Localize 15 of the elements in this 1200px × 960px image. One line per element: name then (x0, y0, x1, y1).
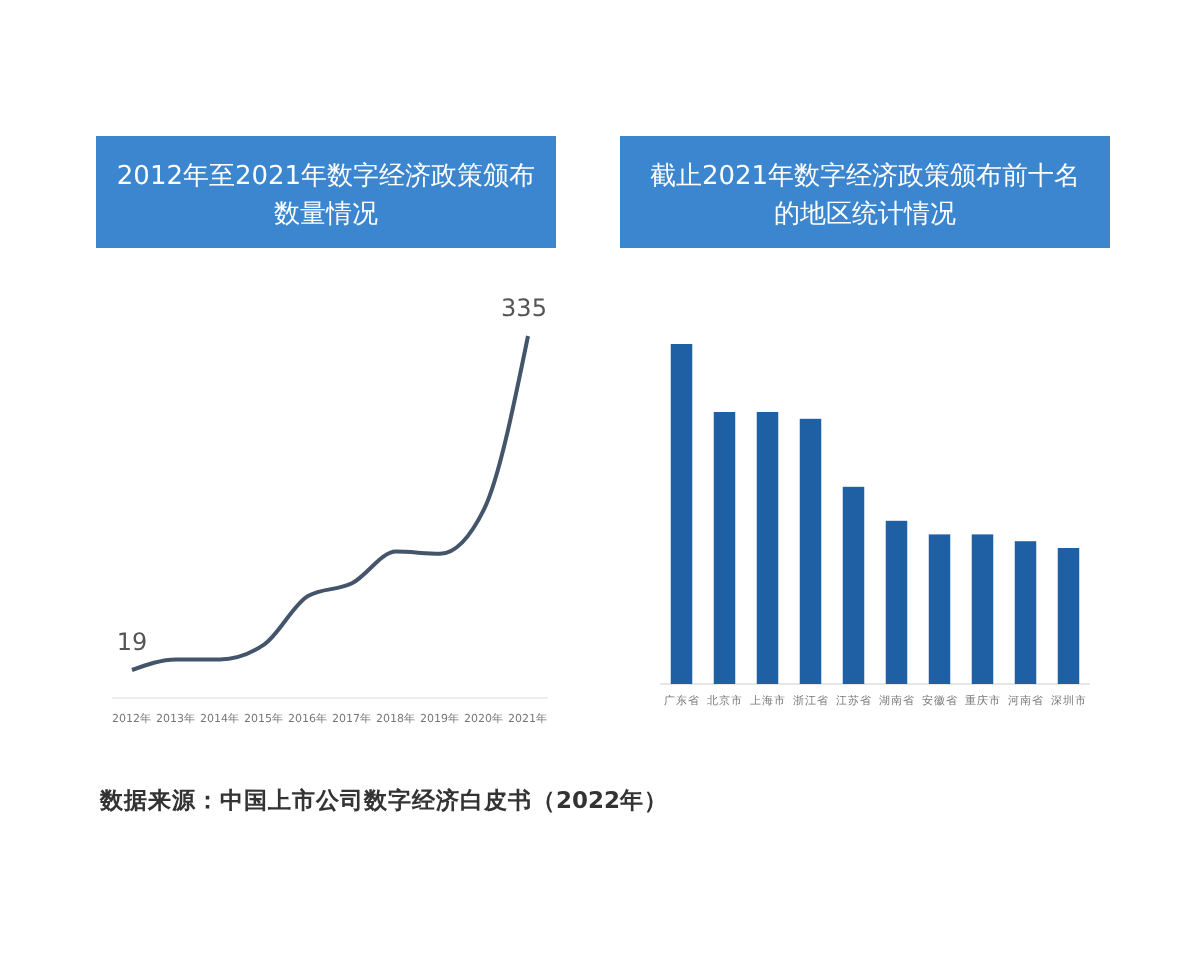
data-label: 19 (116, 628, 148, 656)
data-label: 335 (501, 294, 547, 322)
source-note: 数据来源：中国上市公司数字经济白皮书（2022年） (98, 786, 669, 814)
bar (799, 418, 822, 684)
chart-title: 2012年至2021年数字经济政策颁布数量情况 (116, 160, 536, 230)
bar (885, 520, 908, 684)
chart-title: 截止2021年数字经济政策颁布前十名的地区统计情况 (649, 160, 1081, 230)
bar (928, 534, 951, 684)
bar (1057, 548, 1080, 684)
bar (971, 534, 994, 684)
bar (713, 412, 736, 684)
bar (670, 344, 693, 684)
bar (756, 412, 779, 684)
bar (1014, 541, 1037, 684)
bar (842, 486, 865, 684)
